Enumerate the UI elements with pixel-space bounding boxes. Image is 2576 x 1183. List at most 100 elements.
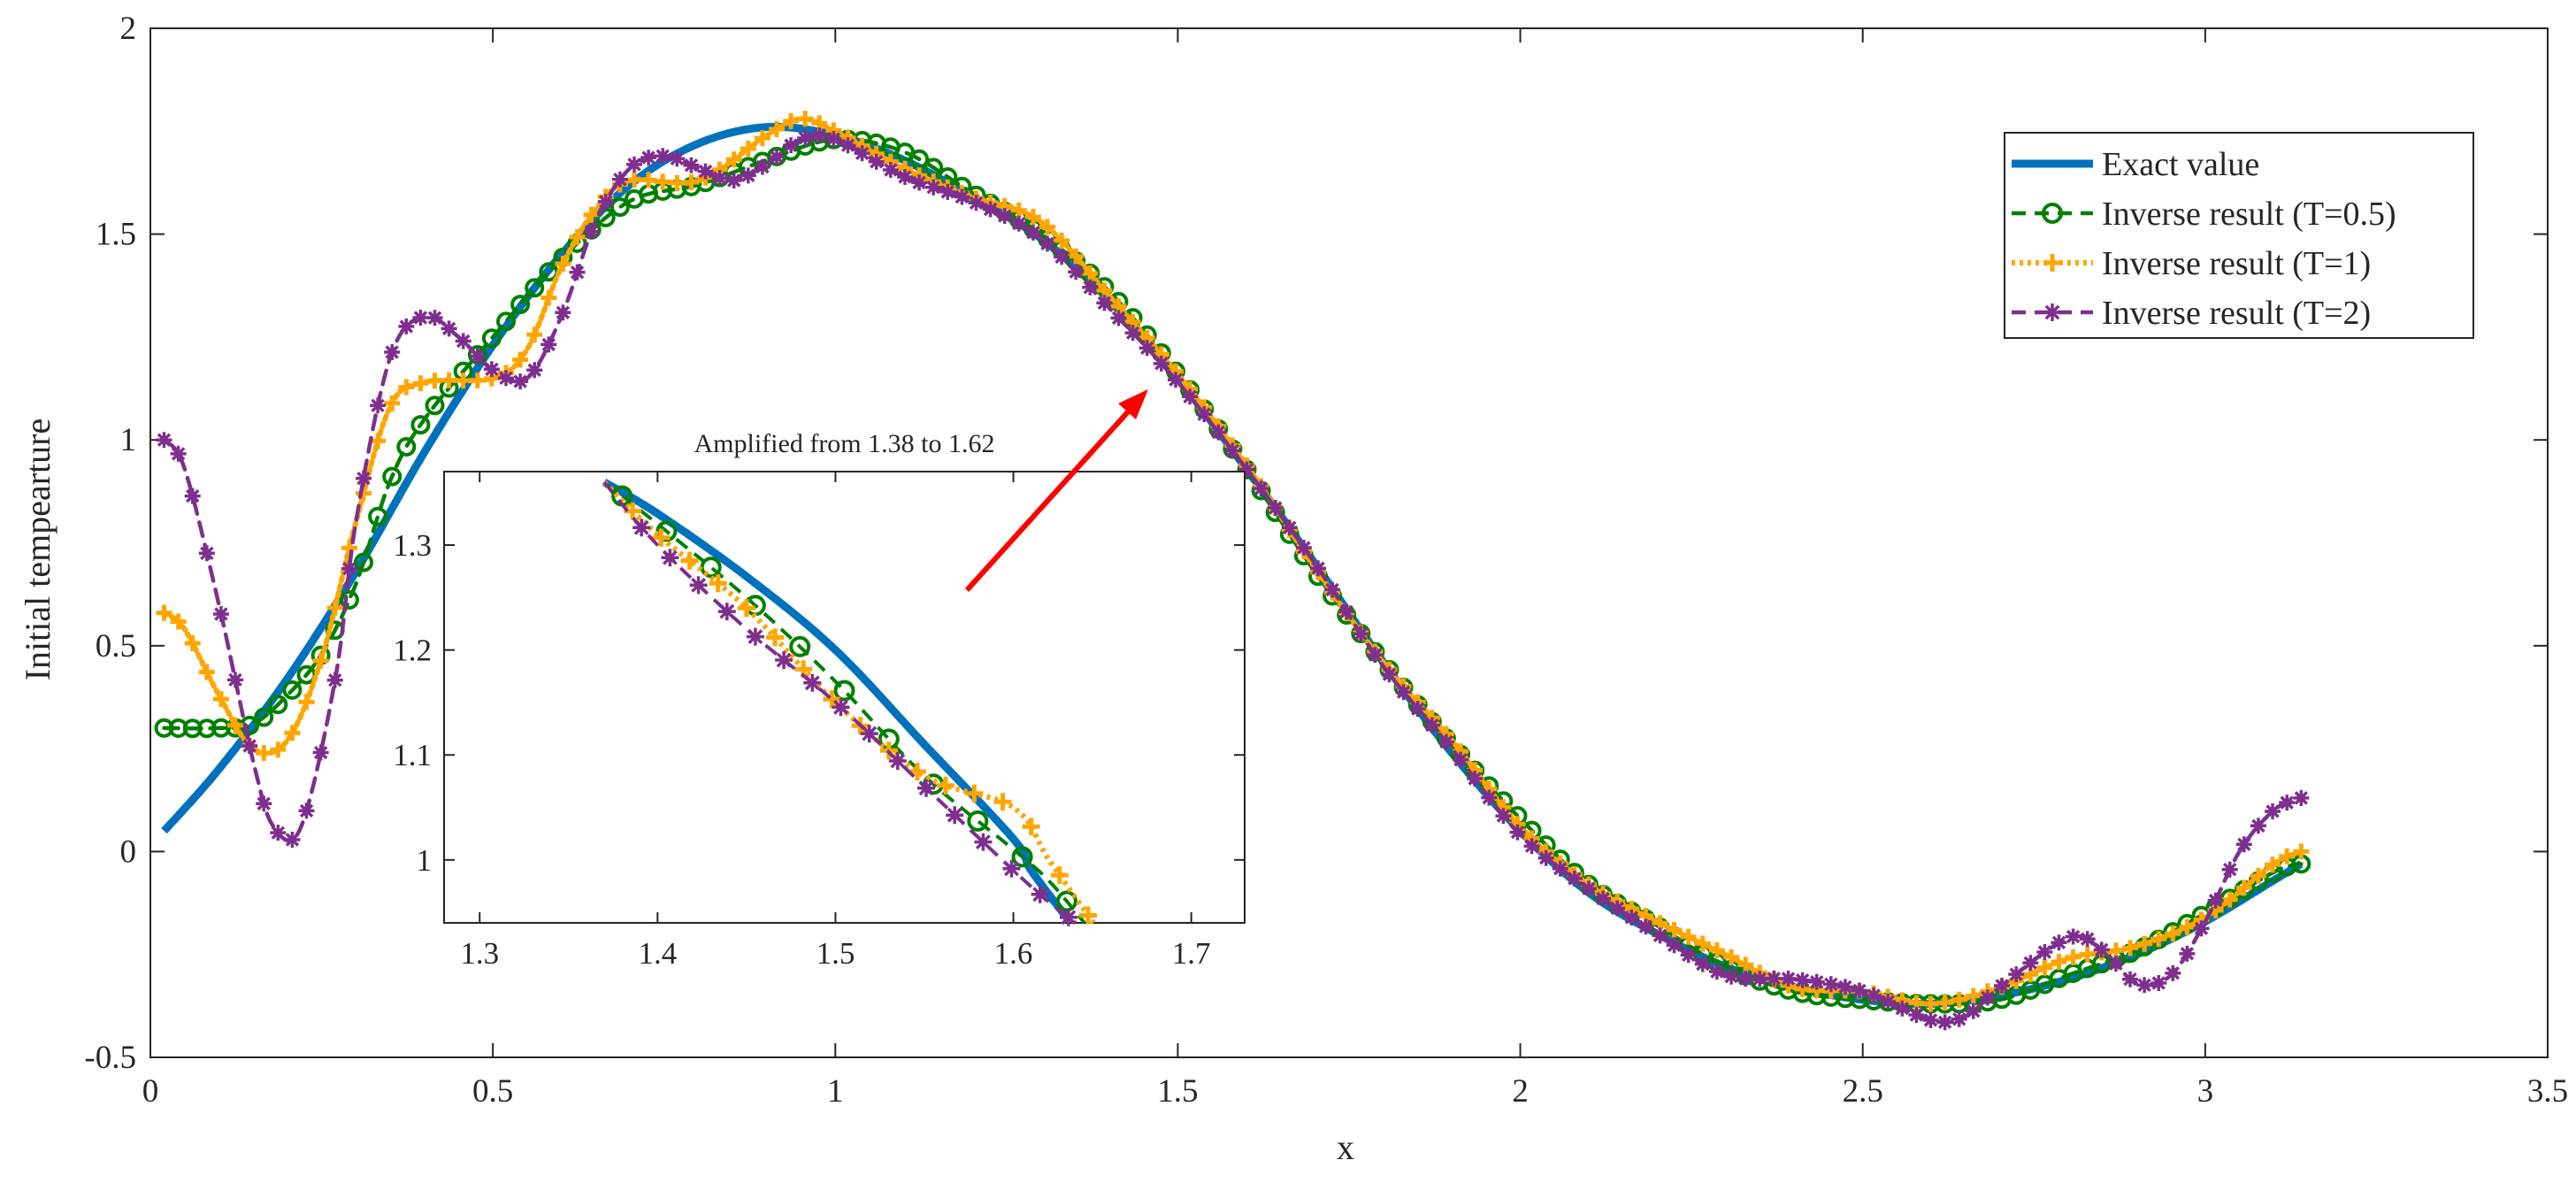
marker-inverse-result-t-1 [1054, 232, 1070, 249]
series-inverse-result-t-2 [156, 127, 2310, 1031]
arrow-shaft [964, 404, 1135, 593]
marker-inverse-result-t-2 [611, 171, 628, 188]
inset-marker-inverse-result-t-2 [803, 673, 822, 692]
marker-inverse-result-t-1 [441, 372, 457, 388]
marker-inverse-result-t-2 [526, 362, 543, 379]
marker-inverse-result-t-2 [540, 336, 557, 353]
marker-inverse-result-t-1 [1666, 922, 1683, 938]
x-tick-label: 1 [827, 1073, 844, 1110]
marker-inverse-result-t-1 [2036, 959, 2053, 976]
marker-inverse-result-t-2 [2022, 955, 2039, 972]
marker-inverse-result-t-1 [170, 613, 187, 630]
marker-inverse-result-t-2 [1281, 519, 1298, 536]
marker-inverse-result-t-2 [284, 832, 301, 848]
inset-marker-inverse-result-t-2 [632, 519, 651, 537]
marker-inverse-result-t-1 [769, 121, 785, 137]
marker-inverse-result-t-1 [2065, 949, 2082, 965]
marker-inverse-result-t-2 [1836, 979, 1853, 995]
marker-inverse-result-t-0-5 [410, 415, 431, 435]
marker-inverse-result-t-2 [882, 162, 899, 178]
inset-marker-inverse-result-t-2 [1059, 908, 1077, 926]
inset-marker-inverse-result-t-0-5 [1055, 890, 1077, 912]
marker-inverse-result-t-1 [2179, 918, 2196, 935]
marker-inverse-result-t-1 [298, 694, 315, 711]
legend-entry-inverse-result-t-2: Inverse result (T=2) [2012, 295, 2371, 332]
marker-inverse-result-t-2 [498, 370, 514, 387]
marker-inverse-result-t-2 [2008, 966, 2025, 983]
marker-inverse-result-t-2 [1124, 325, 1141, 342]
marker-inverse-result-t-1 [1737, 956, 1754, 973]
marker-inverse-result-t-1 [384, 395, 401, 411]
marker-inverse-result-t-2 [469, 348, 486, 365]
legend: Exact value Inverse result (T=0.5) Inverse… [2004, 132, 2474, 339]
marker-inverse-result-t-2 [2107, 956, 2124, 972]
marker-inverse-result-t-0-5 [525, 278, 545, 298]
marker-inverse-result-t-2 [1766, 970, 1782, 987]
marker-inverse-result-t-2 [1495, 808, 1512, 825]
inset-marker-inverse-result-t-2 [1031, 885, 1049, 903]
marker-inverse-result-t-2 [840, 137, 856, 154]
marker-inverse-result-t-2 [1423, 717, 1440, 734]
marker-inverse-result-t-0-5 [354, 552, 373, 572]
marker-inverse-result-t-2 [198, 545, 215, 562]
marker-inverse-result-t-0-5 [425, 396, 445, 416]
marker-inverse-result-t-1 [256, 745, 272, 762]
inset-marker-inverse-result-t-2 [974, 833, 993, 851]
marker-inverse-result-t-2 [1395, 684, 1412, 701]
marker-inverse-result-t-2 [1951, 1010, 1967, 1027]
marker-inverse-result-t-2 [1623, 910, 1640, 926]
marker-inverse-result-t-1 [2165, 926, 2181, 942]
inset-marker-inverse-result-t-1 [937, 776, 955, 795]
inset-x-tick-label: 1.3 [460, 936, 499, 971]
marker-inverse-result-t-2 [455, 333, 472, 350]
marker-inverse-result-t-2 [1708, 964, 1725, 980]
legend-marker-inverse-result-t-0-5 [2042, 203, 2063, 224]
marker-inverse-result-t-2 [697, 163, 714, 180]
marker-inverse-result-t-2 [298, 803, 315, 819]
marker-inverse-result-t-2 [2093, 941, 2110, 958]
x-tick-label: 1.5 [1157, 1073, 1198, 1110]
inset-marker-inverse-result-t-1 [993, 793, 1012, 811]
inset-x-tick-label: 1.4 [638, 936, 677, 971]
marker-inverse-result-t-2 [1310, 560, 1326, 577]
legend-entry-inverse-result-t-1: Inverse result (T=1) [2012, 245, 2371, 282]
marker-inverse-result-t-1 [1723, 949, 1740, 965]
marker-inverse-result-t-1 [1965, 987, 1982, 1004]
x-tick-label: 3.5 [2527, 1073, 2568, 1110]
marker-inverse-result-t-2 [811, 127, 828, 144]
legend-label-exact-value: Exact value [2102, 146, 2259, 183]
marker-inverse-result-t-1 [626, 172, 642, 188]
legend-entry-inverse-result-t-0-5: Inverse result (T=0.5) [2012, 196, 2396, 233]
marker-inverse-result-t-2 [1652, 927, 1668, 944]
marker-inverse-result-t-2 [1409, 701, 1426, 718]
marker-inverse-result-t-2 [2207, 892, 2224, 909]
inset-y-tick-label: 1.1 [393, 738, 432, 772]
marker-inverse-result-t-1 [2051, 954, 2067, 970]
marker-inverse-result-t-2 [1979, 989, 1996, 1006]
marker-inverse-result-t-2 [769, 149, 785, 165]
marker-inverse-result-t-1 [284, 725, 301, 741]
marker-inverse-result-t-2 [1438, 734, 1454, 750]
inset-marker-inverse-result-t-1 [1050, 866, 1069, 885]
inset-marker-inverse-result-t-2 [775, 651, 794, 669]
marker-inverse-result-t-2 [911, 174, 928, 191]
y-tick-label: 1 [120, 422, 137, 458]
marker-inverse-result-t-2 [626, 156, 642, 173]
y-tick-label: 0.5 [96, 628, 136, 664]
marker-inverse-result-t-2 [1210, 424, 1227, 441]
marker-inverse-result-t-1 [1936, 995, 1953, 1011]
marker-inverse-result-t-2 [370, 397, 387, 414]
marker-inverse-result-t-1 [640, 172, 657, 188]
marker-inverse-result-t-1 [1951, 991, 1967, 1008]
marker-inverse-result-t-2 [669, 150, 686, 167]
inset-markers-inverse-result-t-1 [624, 502, 1097, 925]
main-series-group [154, 111, 2312, 1031]
y-tick-label: 1.5 [96, 217, 136, 253]
y-axis-label: Initial tempearture [18, 419, 58, 681]
inset-marker-inverse-result-t-2 [717, 603, 736, 621]
marker-inverse-result-t-1 [1082, 265, 1099, 281]
inset-marker-inverse-result-t-0-5 [1011, 846, 1033, 868]
inset-marker-inverse-result-t-1 [737, 599, 755, 618]
marker-inverse-result-t-2 [1010, 215, 1027, 232]
marker-inverse-result-t-2 [1595, 890, 1612, 907]
